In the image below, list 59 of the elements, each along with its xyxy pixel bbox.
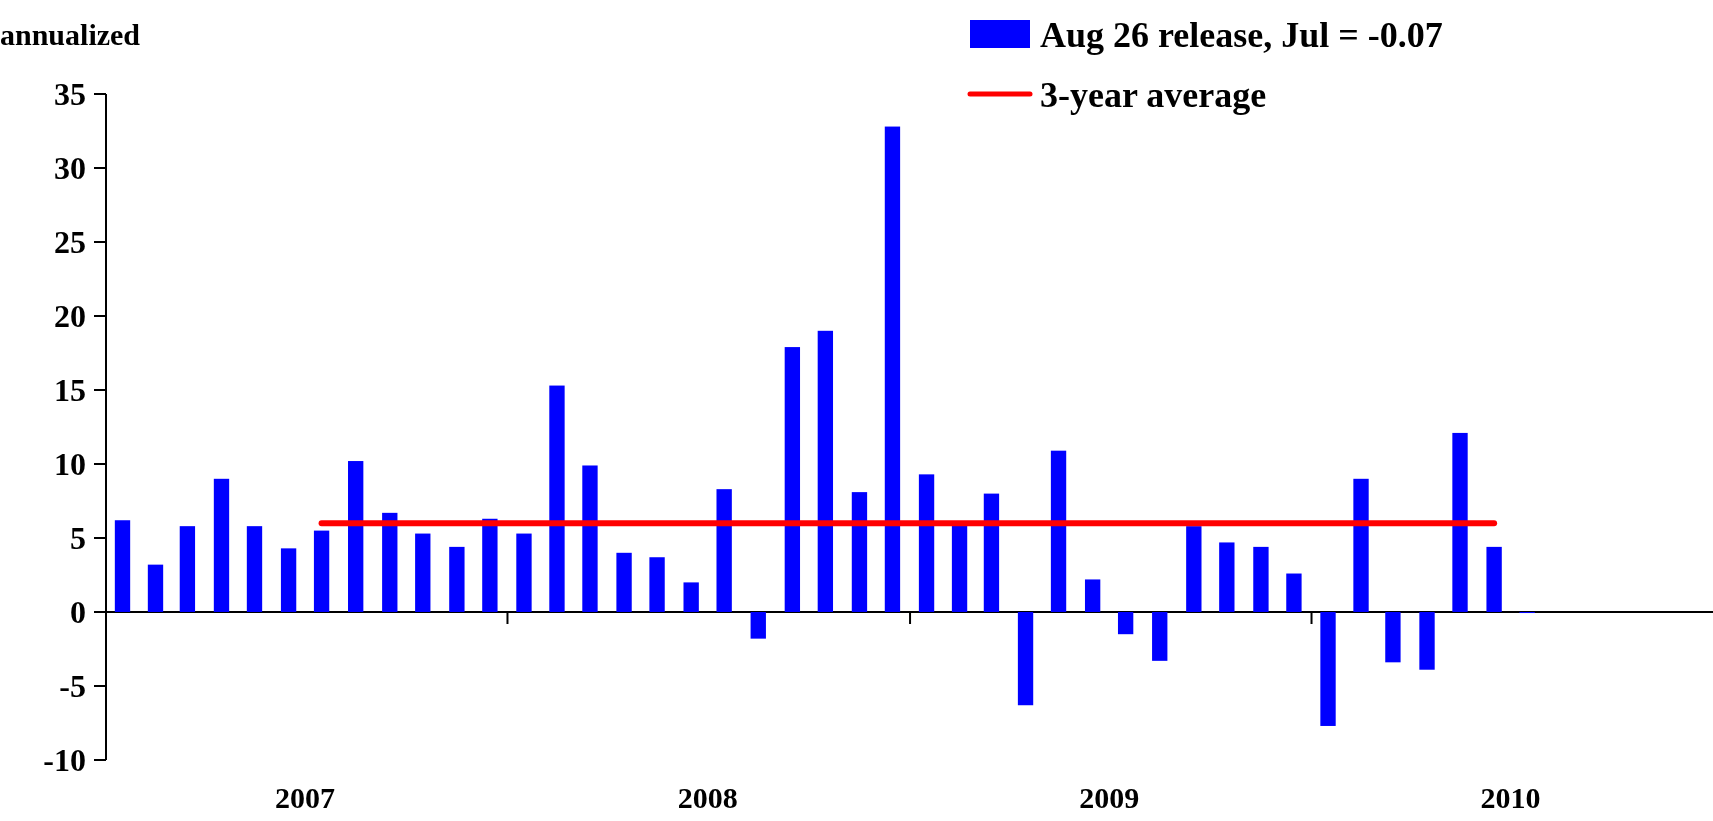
x-tick-label: 2010 — [1480, 781, 1541, 814]
y-tick-label: 5 — [70, 520, 86, 557]
bar — [1050, 450, 1067, 612]
legend-label: Aug 26 release, Jul = -0.07 — [1040, 14, 1443, 55]
bar — [582, 465, 598, 612]
bar — [348, 461, 364, 612]
bar — [1385, 612, 1401, 663]
bar — [983, 493, 1000, 612]
y-tick-label: 10 — [54, 446, 86, 483]
y-tick-label: 25 — [54, 224, 86, 261]
bar — [1152, 612, 1168, 661]
bar — [716, 489, 732, 612]
y-tick-label: 20 — [54, 298, 86, 335]
y-tick-label: 30 — [54, 150, 86, 187]
bar — [1084, 579, 1101, 612]
bar — [280, 548, 297, 612]
bar — [1117, 612, 1134, 635]
bar — [884, 126, 901, 612]
bar — [213, 478, 230, 612]
bar — [1486, 546, 1502, 612]
bar — [313, 530, 330, 612]
bar — [616, 552, 632, 612]
y-tick-label: 15 — [54, 372, 86, 409]
bar — [516, 533, 532, 612]
bar — [649, 557, 665, 612]
legend-label: 3-year average — [1040, 74, 1267, 115]
bar — [851, 492, 868, 612]
y-tick-label: -10 — [43, 742, 86, 779]
x-tick-label: 2007 — [275, 781, 336, 814]
bar — [246, 526, 263, 612]
bar — [449, 546, 465, 612]
bar — [1253, 546, 1269, 612]
y-tick-label: -5 — [59, 668, 86, 705]
bar — [817, 330, 834, 612]
bar — [750, 612, 766, 639]
x-tick-label: 2008 — [677, 781, 738, 814]
bar — [382, 512, 398, 612]
bar — [549, 385, 565, 612]
bar — [482, 518, 498, 612]
bar — [918, 474, 935, 612]
bar — [147, 564, 164, 612]
bar — [1320, 612, 1336, 726]
bar — [1186, 526, 1202, 612]
bar — [1452, 432, 1468, 612]
bar — [683, 582, 699, 612]
bar — [1353, 478, 1369, 612]
bar — [1286, 573, 1302, 612]
bar — [951, 524, 968, 612]
y-tick-label: 35 — [54, 76, 86, 113]
bar — [415, 533, 431, 612]
bar — [114, 520, 131, 612]
bar — [1419, 612, 1435, 670]
bar — [1017, 612, 1034, 706]
bar — [179, 526, 196, 612]
x-tick-label: 2009 — [1079, 781, 1140, 814]
bar — [1219, 542, 1235, 612]
bar — [784, 347, 801, 612]
y-tick-label: 0 — [70, 594, 86, 631]
y-axis-title: annualized — [0, 18, 141, 51]
